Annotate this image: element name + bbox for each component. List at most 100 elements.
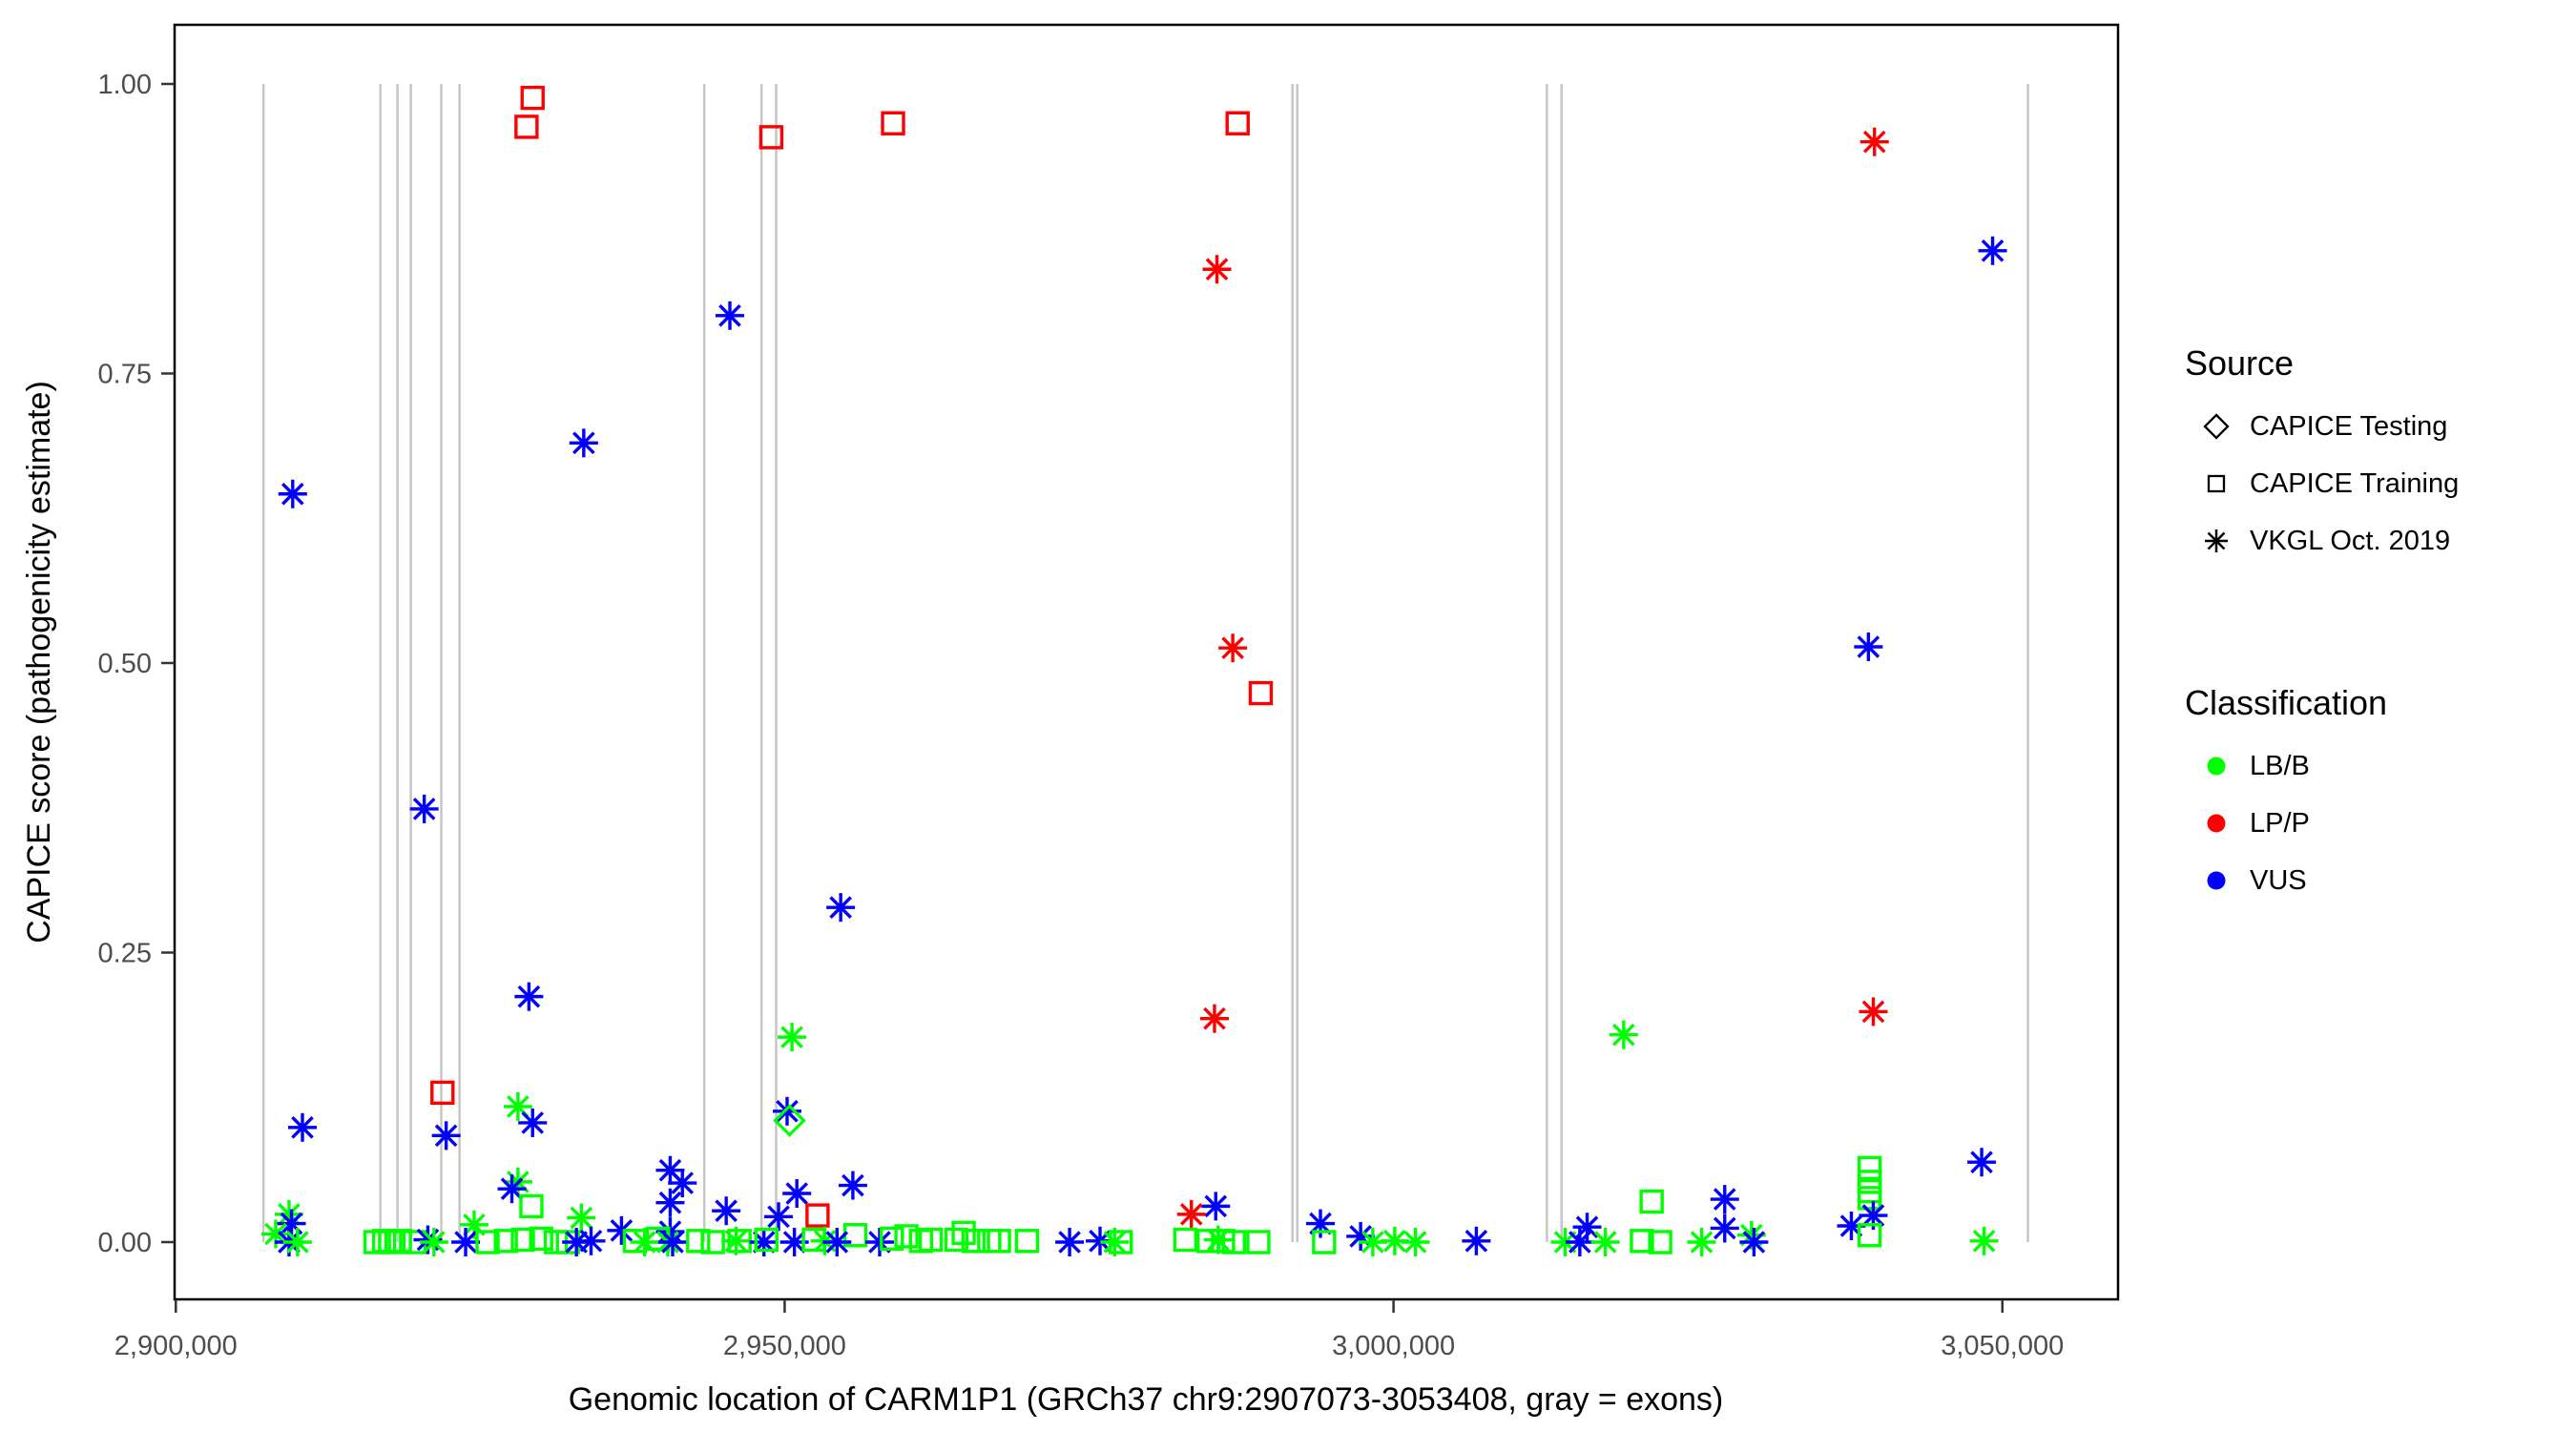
y-tick-label: 0.00 <box>98 1228 152 1258</box>
asterisk-marker <box>579 1229 603 1253</box>
square-marker <box>1225 111 1250 135</box>
asterisk-marker <box>1221 636 1244 660</box>
asterisk-marker <box>1593 1231 1617 1254</box>
T-legend-icon <box>2203 413 2230 441</box>
legend-item-capice-testing: CAPICE Testing <box>2168 398 2576 455</box>
asterisk-marker <box>1203 1006 1226 1030</box>
data-point <box>1859 997 1888 1027</box>
data-point <box>419 1228 448 1256</box>
data-point <box>1173 1227 1198 1253</box>
asterisk-marker <box>1383 1229 1406 1253</box>
data-point <box>288 1112 318 1142</box>
asterisk-marker <box>1861 1000 1885 1024</box>
data-point <box>712 1196 741 1226</box>
square-marker <box>430 1080 455 1106</box>
asterisk-marker <box>1862 130 1886 154</box>
asterisk-marker <box>868 1231 891 1254</box>
asterisk-marker <box>434 1124 458 1148</box>
asterisk-marker <box>423 1231 446 1254</box>
asterisk-marker <box>1058 1231 1081 1254</box>
data-point <box>1687 1228 1716 1256</box>
square-marker <box>520 85 545 111</box>
asterisk-marker <box>829 896 852 919</box>
asterisk-marker <box>572 431 595 455</box>
circle-icon <box>2207 757 2226 776</box>
legend-source: Source CAPICE Testing CAPICE Training VKGL… <box>2168 343 2576 570</box>
data-point <box>1199 1004 1229 1033</box>
data-point <box>1176 1199 1206 1229</box>
square-marker <box>894 1224 919 1249</box>
x-axis-ticks: 2,900,000 2,950,000 3,000,000 3,050,000 <box>114 1299 2064 1361</box>
asterisk-marker <box>718 303 741 327</box>
asterisk-marker <box>1205 258 1229 281</box>
square-marker <box>987 1229 1011 1254</box>
data-point <box>514 982 544 1011</box>
dot-legend-icon <box>2207 814 2226 833</box>
asterisk-marker <box>1857 635 1880 658</box>
data-point <box>961 1229 986 1254</box>
asterisk-marker <box>1349 1225 1372 1248</box>
data-point <box>822 1228 852 1256</box>
diamond-icon <box>2203 413 2230 441</box>
data-point <box>987 1229 1011 1254</box>
square-marker <box>880 1226 904 1252</box>
asterisk-marker <box>671 1172 695 1194</box>
data-point <box>1854 633 1883 662</box>
data-point <box>430 1080 455 1106</box>
y-tick-label: 0.50 <box>98 649 152 679</box>
asterisk-marker <box>1970 1151 1993 1174</box>
data-point <box>655 1188 685 1217</box>
asterisk-marker <box>1403 1231 1427 1254</box>
data-point <box>1609 1020 1638 1049</box>
legend-item-label: VKGL Oct. 2019 <box>2250 525 2451 556</box>
exon-lines-group <box>261 84 2029 1242</box>
square-marker <box>944 1227 969 1253</box>
data-point <box>1401 1228 1430 1256</box>
asterisk-marker <box>286 1231 309 1254</box>
data-point <box>475 1230 500 1255</box>
square-marker <box>1248 680 1274 706</box>
asterisk-marker <box>517 985 541 1008</box>
data-point <box>686 1229 711 1254</box>
data-point <box>655 1217 685 1247</box>
asterisk-marker <box>280 482 304 506</box>
x-axis-title: Genomic location of CARM1P1 (GRCh37 chr9… <box>569 1381 1724 1418</box>
asterisk-marker <box>278 1203 301 1226</box>
data-point <box>864 1228 894 1256</box>
x-tick-label: 2,900,000 <box>114 1331 238 1361</box>
square-marker <box>1630 1229 1654 1254</box>
asterisk-marker <box>658 1158 682 1182</box>
data-point <box>782 1179 812 1209</box>
x-tick-label: 3,000,000 <box>1332 1331 1455 1361</box>
asterisk-marker <box>785 1182 809 1205</box>
square-marker <box>1648 1230 1672 1255</box>
data-point <box>918 1227 944 1253</box>
asterisk-marker <box>1981 239 2005 262</box>
asterisk-marker <box>1465 1229 1488 1253</box>
data-point <box>1857 1155 1882 1181</box>
data-points-group <box>260 85 2007 1256</box>
square-marker <box>1857 1155 1882 1181</box>
data-point <box>1225 111 1250 135</box>
legend-item-capice-training: CAPICE Training <box>2168 455 2576 512</box>
legend-classification-rows: LB/B LP/P VUS <box>2168 737 2576 909</box>
asterisk-marker <box>1361 1231 1384 1254</box>
V-legend-icon <box>2205 529 2228 553</box>
asterisk-marker <box>1612 1023 1635 1047</box>
data-point <box>529 1226 553 1252</box>
asterisk-marker <box>841 1173 864 1197</box>
data-point <box>716 301 744 330</box>
asterisk-marker <box>291 1116 314 1139</box>
dot-legend-icon <box>2207 757 2226 776</box>
data-point <box>655 1155 685 1185</box>
data-point <box>1565 1228 1594 1256</box>
data-point <box>749 1228 779 1256</box>
data-point <box>826 893 856 923</box>
asterisk-marker <box>463 1213 486 1236</box>
y-tick-label: 1.00 <box>98 70 152 100</box>
asterisk-marker <box>570 1206 593 1230</box>
asterisk-marker <box>661 1231 684 1254</box>
data-point <box>493 1229 518 1254</box>
data-point <box>1630 1229 1654 1254</box>
legend-item-lb-b: LB/B <box>2168 737 2576 795</box>
